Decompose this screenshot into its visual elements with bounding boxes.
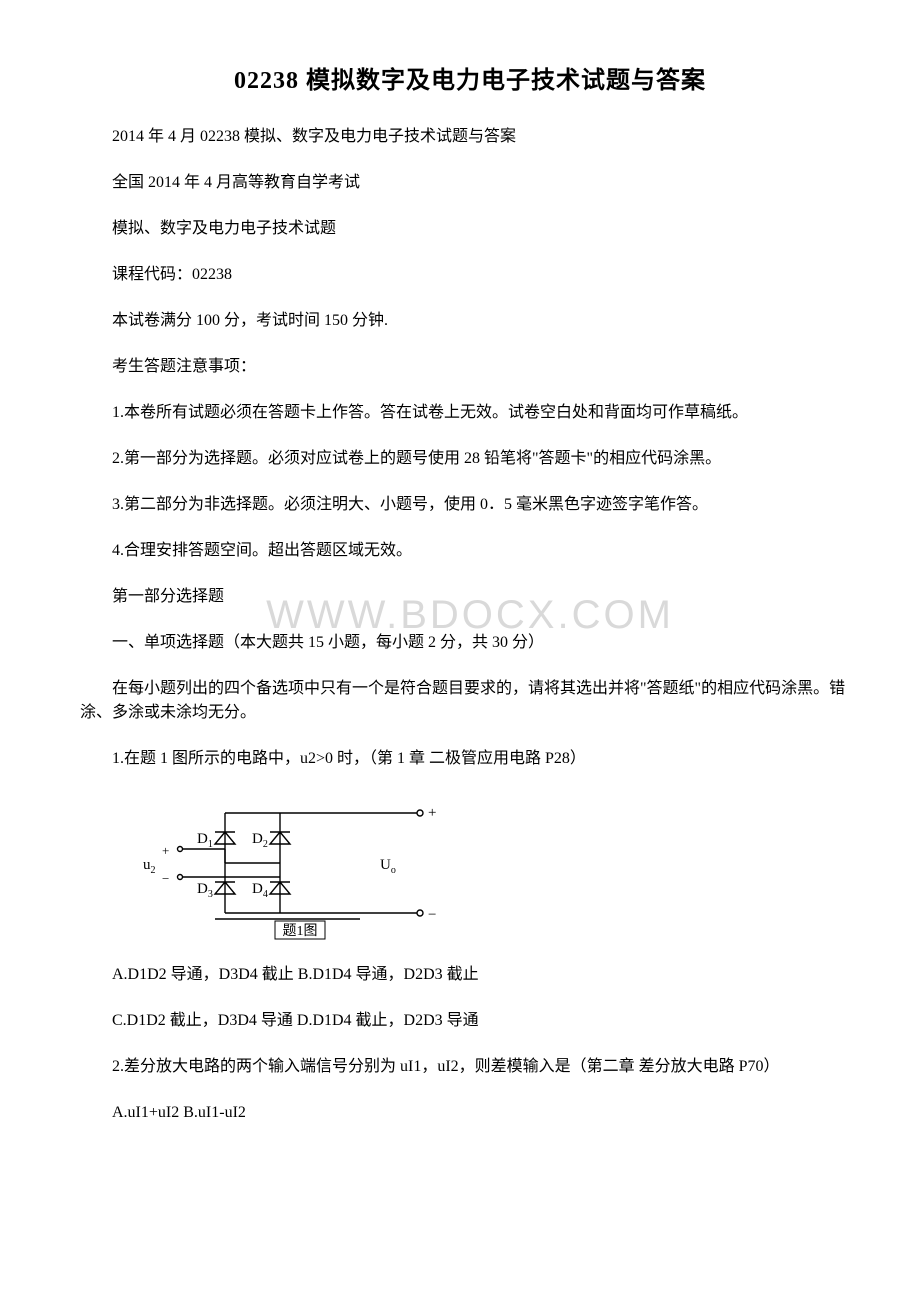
question-1-figure: +−u2+−UoD1D2D3D4题1图 [140, 793, 860, 943]
instruction-4: 4.合理安排答题空间。超出答题区域无效。 [80, 539, 860, 563]
instruction-2: 2.第一部分为选择题。必须对应试卷上的题号使用 28 铅笔将"答题卡"的相应代码… [80, 447, 860, 471]
question-1: 1.在题 1 图所示的电路中，u2>0 时，（第 1 章 二极管应用电路 P28… [80, 747, 860, 771]
svg-text:−: − [162, 871, 169, 886]
main-title: 02238 模拟数字及电力电子技术试题与答案 [80, 60, 860, 95]
svg-text:题1图: 题1图 [283, 924, 318, 939]
svg-text:D3: D3 [197, 881, 213, 900]
course-code: 课程代码：02238 [80, 263, 860, 287]
instruction-3: 3.第二部分为非选择题。必须注明大、小题号，使用 0．5 毫米黑色字迹签字笔作答… [80, 493, 860, 517]
subtitle-line-1: 2014 年 4 月 02238 模拟、数字及电力电子技术试题与答案 [80, 125, 860, 149]
exam-info: 本试卷满分 100 分，考试时间 150 分钟. [80, 309, 860, 333]
bridge-rectifier-diagram: +−u2+−UoD1D2D3D4题1图 [140, 793, 450, 943]
svg-text:D4: D4 [252, 881, 268, 900]
svg-text:−: − [428, 907, 436, 923]
svg-text:D2: D2 [252, 831, 268, 850]
question-2-options-ab: A.uI1+uI2 B.uI1-uI2 [80, 1101, 860, 1125]
subtitle-line-3: 模拟、数字及电力电子技术试题 [80, 217, 860, 241]
svg-text:D1: D1 [197, 831, 213, 850]
question-2: 2.差分放大电路的两个输入端信号分别为 uI1，uI2，则差模输入是（第二章 差… [80, 1055, 860, 1079]
question-1-options-cd: C.D1D2 截止，D3D4 导通 D.D1D4 截止，D2D3 导通 [80, 1009, 860, 1033]
part-1-heading: 第一部分选择题 [80, 585, 860, 609]
instruction-1: 1.本卷所有试题必须在答题卡上作答。答在试卷上无效。试卷空白处和背面均可作草稿纸… [80, 401, 860, 425]
question-1-options-ab: A.D1D2 导通，D3D4 截止 B.D1D4 导通，D2D3 截止 [80, 963, 860, 987]
svg-text:u2: u2 [143, 857, 156, 876]
svg-text:+: + [162, 843, 169, 858]
subtitle-line-2: 全国 2014 年 4 月高等教育自学考试 [80, 171, 860, 195]
svg-text:Uo: Uo [380, 857, 396, 876]
section-1-note: 在每小题列出的四个备选项中只有一个是符合题目要求的，请将其选出并将"答题纸"的相… [80, 677, 860, 725]
instructions-heading: 考生答题注意事项： [80, 355, 860, 379]
svg-text:+: + [428, 805, 436, 821]
section-1-heading: 一、单项选择题（本大题共 15 小题，每小题 2 分，共 30 分） [80, 631, 860, 655]
